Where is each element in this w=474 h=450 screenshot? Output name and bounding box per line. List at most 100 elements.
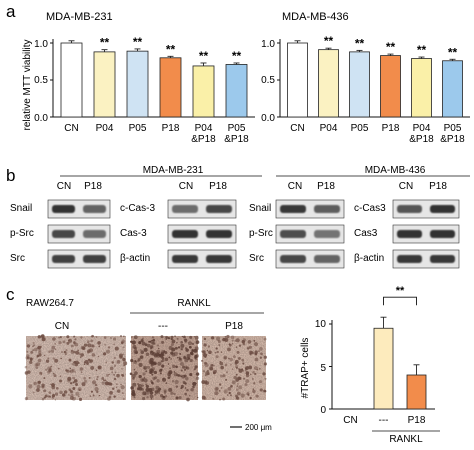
blot-title: MDA-MB-231: [143, 165, 204, 176]
image-label: CN: [55, 321, 69, 332]
y-tick-label: 0.5: [261, 75, 275, 86]
chart-title: MDA-MB-231: [46, 11, 113, 23]
y-tick-label: 0: [320, 405, 326, 416]
bar: [318, 49, 339, 118]
blot-strip: [47, 249, 111, 269]
category-label: P05: [129, 123, 147, 134]
trap-cells-chart: #TRAP+ cells 0 5 10 RANKL CN --- P18 **: [300, 285, 440, 445]
lane-label: P18: [429, 181, 447, 192]
significance-bracket: [383, 296, 417, 306]
category-label: CN: [343, 415, 357, 426]
lane-label: CN: [399, 181, 413, 192]
category-label: CN: [290, 123, 304, 134]
western-blot-mda-mb-231: MDA-MB-231 CN P18 CN P18 Snail p-Src Src…: [10, 165, 262, 264]
bar: [225, 64, 248, 118]
mtt-chart-mda-mb-436: MDA-MB-436 0.0 0.5 1.0 CN ** P04 ** P05 ** P18…: [261, 11, 470, 145]
lane-label: P18: [317, 181, 335, 192]
blot-band: [430, 230, 455, 238]
blot-band: [83, 205, 106, 213]
lane-label: CN: [288, 181, 302, 192]
blot-strip: [392, 224, 460, 244]
protein-label: Snail: [249, 203, 271, 214]
blot-band: [206, 205, 232, 213]
blot-band: [280, 255, 306, 263]
blot-band: [280, 205, 306, 213]
category-label: P04: [413, 123, 431, 134]
blot-strips: [47, 199, 460, 269]
blot-band: [314, 205, 340, 213]
blot-strip: [167, 249, 237, 269]
blot-band: [172, 230, 198, 238]
y-tick-label: 0.0: [34, 113, 48, 124]
blot-strip: [167, 224, 237, 244]
image-label: ---: [158, 321, 168, 332]
significance-mark: **: [417, 43, 427, 57]
blot-strip: [47, 224, 111, 244]
bar: [287, 42, 308, 118]
bar: [411, 58, 432, 118]
y-axis-label: relative MTT viability: [22, 40, 33, 131]
bar: [126, 50, 149, 118]
protein-label: Cas-3: [120, 228, 147, 239]
significance-mark: **: [324, 34, 334, 48]
bar: [380, 55, 401, 118]
category-label: ---: [379, 415, 389, 426]
rankl-group-label: RANKL: [177, 298, 211, 309]
bar: [373, 327, 394, 410]
protein-label: c-Cas3: [354, 203, 386, 214]
panel-label-c: c: [6, 285, 15, 304]
category-label: P04: [320, 123, 338, 134]
significance-mark: **: [448, 45, 458, 59]
blot-strip: [392, 199, 460, 219]
bar: [349, 51, 370, 118]
significance-mark: **: [232, 49, 242, 63]
significance-mark: **: [199, 49, 209, 63]
chart-title: MDA-MB-436: [282, 11, 349, 23]
protein-label: Cas3: [354, 228, 378, 239]
blot-strip: [392, 249, 460, 269]
category-label: P05: [351, 123, 369, 134]
blot-band: [397, 230, 422, 238]
y-tick-label: 0.5: [34, 75, 48, 86]
category-label: P05: [228, 123, 246, 134]
lane-label: CN: [57, 181, 71, 192]
protein-label: Src: [249, 253, 264, 264]
group-label: RANKL: [389, 434, 423, 445]
y-tick-label: 1.0: [261, 39, 275, 50]
significance-mark: **: [100, 36, 110, 50]
category-label: &P18: [191, 134, 216, 145]
blot-strip: [275, 249, 345, 269]
significance-mark: **: [355, 36, 365, 50]
lane-label: P18: [209, 181, 227, 192]
category-label: P18: [408, 415, 426, 426]
y-tick-label: 5: [320, 363, 326, 374]
blot-band: [172, 205, 198, 213]
blot-band: [52, 230, 75, 238]
category-label: &P18: [224, 134, 249, 145]
category-label: P18: [162, 123, 180, 134]
y-tick-label: 10: [315, 319, 327, 330]
blot-band: [397, 205, 422, 213]
blot-band: [206, 255, 232, 263]
significance-mark: **: [133, 35, 143, 49]
y-tick-label: 0.0: [261, 113, 275, 124]
protein-label: p-Src: [249, 228, 273, 239]
blot-band: [206, 230, 232, 238]
blot-band: [397, 255, 422, 263]
lane-label: CN: [179, 181, 193, 192]
panel-label-b: b: [6, 166, 15, 185]
protein-label: β-actin: [120, 253, 150, 264]
category-label: P04: [96, 123, 114, 134]
bar: [406, 374, 427, 410]
blot-strip: [167, 199, 237, 219]
protein-label: β-actin: [354, 253, 384, 264]
blot-band: [83, 255, 106, 263]
micrograph-panel: RAW264.7 RANKL CN --- P18 200 μm: [24, 298, 272, 432]
bar: [159, 57, 182, 118]
y-tick-label: 1.0: [34, 39, 48, 50]
category-label: &P18: [440, 134, 465, 145]
blot-band: [52, 205, 75, 213]
blot-band: [52, 255, 75, 263]
category-label: P18: [382, 123, 400, 134]
